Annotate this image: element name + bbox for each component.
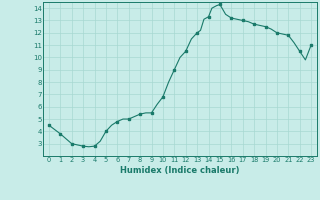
X-axis label: Humidex (Indice chaleur): Humidex (Indice chaleur) xyxy=(120,166,240,175)
